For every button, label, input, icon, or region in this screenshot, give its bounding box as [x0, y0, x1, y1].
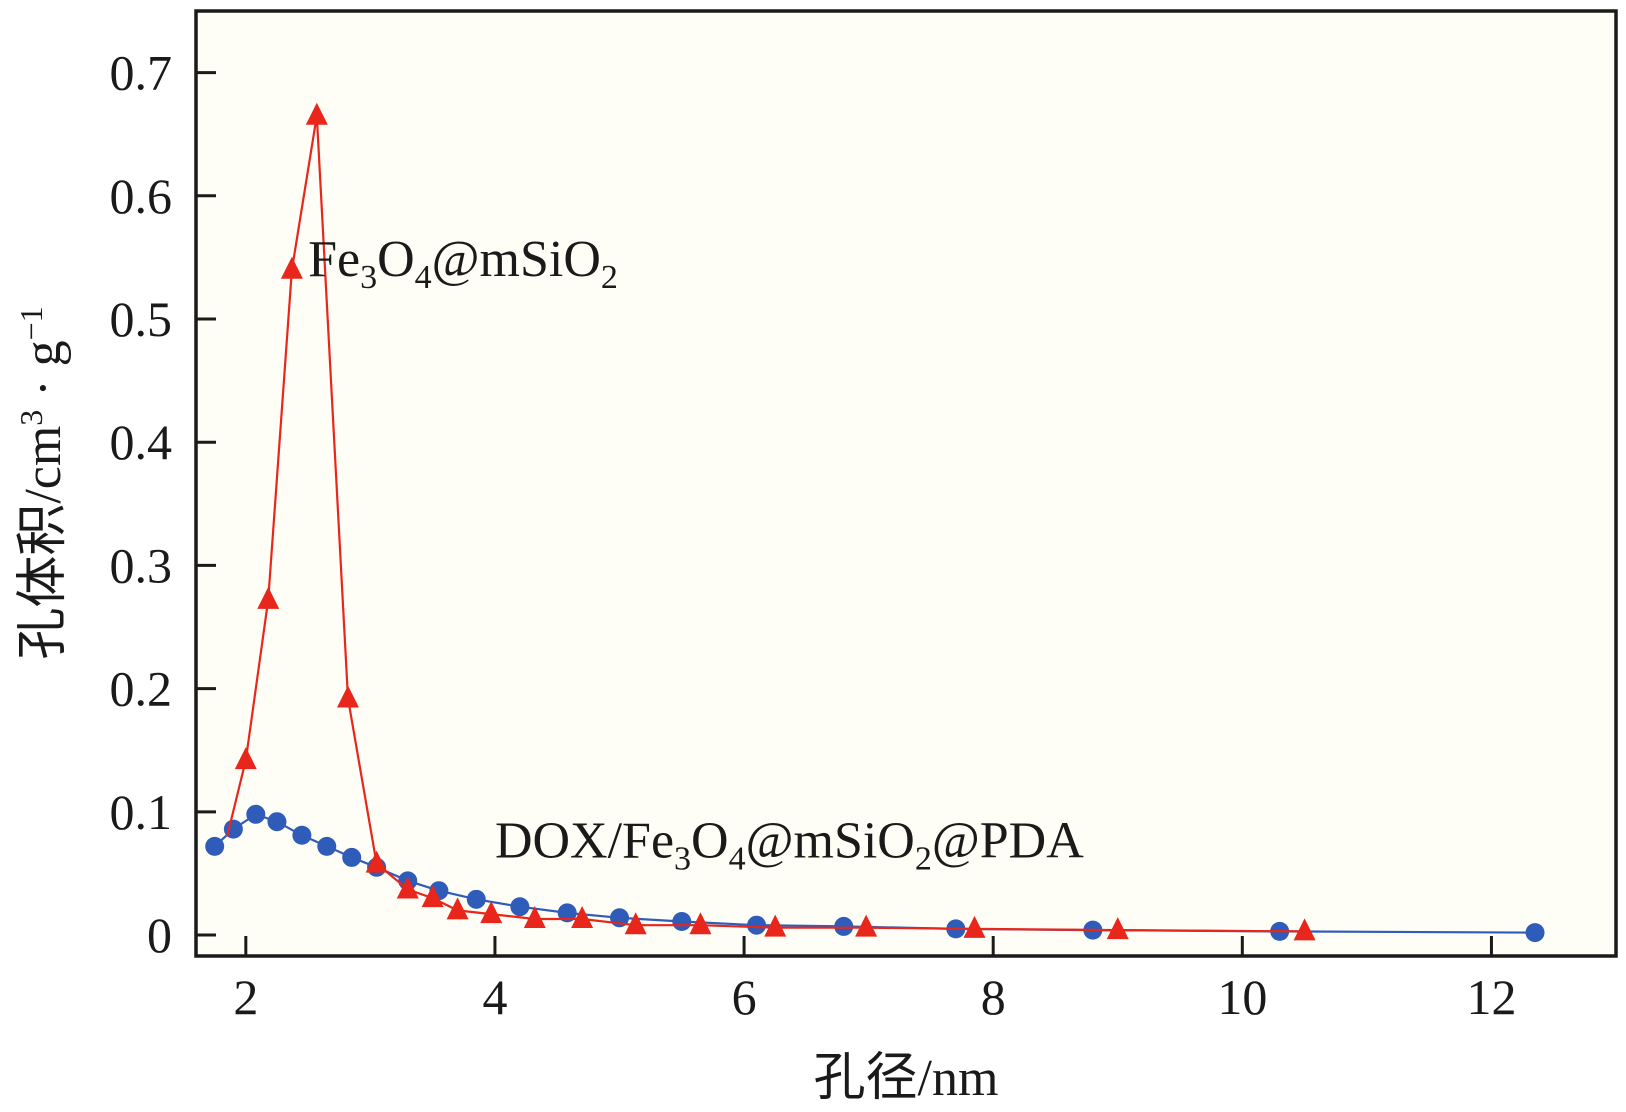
dox-pda-point: [672, 912, 692, 932]
fe3o4-msio2-point: [1106, 917, 1129, 940]
fe3o4-msio2-point: [571, 906, 594, 929]
fe3o4-msio2-point: [421, 885, 444, 908]
x-tick-label: 2: [233, 969, 258, 1025]
dox-pda-point: [1525, 923, 1545, 943]
dox-pda-point: [205, 836, 225, 856]
fe3o4-msio2-point: [396, 876, 419, 899]
annotation-subscript: 2: [601, 259, 618, 296]
x-tick-label: 12: [1466, 969, 1516, 1025]
fe3o4-msio2-point: [336, 685, 359, 708]
fe3o4-msio2-point: [523, 906, 546, 929]
annotation-subscript: 3: [360, 259, 377, 296]
fe3o4-msio2-point: [1293, 918, 1316, 941]
annotation-subscript: 4: [415, 259, 432, 296]
dox-pda-point: [292, 825, 312, 845]
y-tick-label: 0.5: [110, 291, 173, 347]
annotation-text: DOX/Fe: [495, 812, 674, 869]
fe3o4-msio2-line: [226, 115, 1305, 933]
y-tick-label: 0.1: [110, 784, 173, 840]
dox-pda-point: [557, 903, 577, 923]
fe3o4-msio2-point: [689, 912, 712, 935]
y-axis-title-main: 孔体积/cm: [15, 426, 72, 660]
y-tick-label: 0.6: [110, 168, 173, 224]
fe3o4-msio2-point: [305, 102, 328, 125]
plot-area-background: [196, 11, 1616, 956]
annotation-text: O: [377, 231, 415, 288]
dox-pda-point: [246, 804, 266, 824]
annotation-subscript: 3: [674, 840, 691, 877]
annotation-subscript: 4: [729, 840, 746, 877]
annotation-text: @mSiO: [432, 231, 601, 288]
y-tick-label: 0.4: [110, 414, 173, 470]
dox-pda-point: [342, 847, 362, 867]
fe3o4-msio2-point: [624, 912, 647, 935]
dox-pda-point: [466, 889, 486, 909]
x-tick-label: 8: [981, 969, 1006, 1025]
fe3o4-msio2-label: Fe3O4@mSiO2: [308, 231, 618, 296]
y-axis-title-mid: · g: [15, 340, 72, 409]
series-layer: [205, 102, 1545, 943]
y-tick-label: 0.7: [110, 45, 173, 101]
y-tick-label: 0: [147, 907, 172, 963]
dox-pda-point: [267, 812, 287, 832]
y-tick-label: 0.2: [110, 661, 173, 717]
dox-pda-point: [747, 915, 767, 935]
x-tick-label: 6: [732, 969, 757, 1025]
annotation-text: O: [691, 812, 729, 869]
y-axis-title-sup: 3: [13, 410, 49, 426]
y-axis-title: 孔体积/cm3 · g−1: [13, 306, 72, 659]
x-tick-label: 4: [482, 969, 507, 1025]
fe3o4-msio2-point: [257, 586, 280, 609]
y-axis-title-sup2: −1: [13, 306, 49, 340]
y-tick-label: 0.3: [110, 537, 173, 593]
fe3o4-msio2-point: [855, 914, 878, 937]
x-axis-ticks: 2 4 6 8 10 12: [233, 936, 1516, 1025]
x-axis-title: 孔径/nm: [814, 1050, 999, 1107]
x-tick-label: 10: [1217, 969, 1267, 1025]
fe3o4-msio2-point: [764, 914, 787, 937]
plot-frame: [194, 9, 1618, 958]
annotation-text: Fe: [308, 231, 360, 288]
dox-pda-point: [834, 916, 854, 936]
fe3o4-msio2-point: [480, 901, 503, 924]
annotation-text: @PDA: [932, 812, 1084, 869]
annotation-text: @mSiO: [746, 812, 915, 869]
fe3o4-msio2-point: [234, 747, 257, 770]
fe3o4-msio2-point: [963, 915, 986, 938]
dox-pda-point: [317, 836, 337, 856]
y-axis-ticks: 0 0.1 0.2 0.3 0.4 0.5 0.6 0.7: [110, 45, 216, 963]
dox-fe3o4-msio2-pda-label: DOX/Fe3O4@mSiO2@PDA: [495, 812, 1084, 877]
fe3o4-msio2-point: [365, 850, 388, 873]
dox-pda-point: [510, 897, 530, 917]
fe3o4-msio2-point: [280, 256, 303, 279]
fe3o4-msio2-point: [446, 897, 469, 920]
annotation-subscript: 2: [915, 840, 932, 877]
